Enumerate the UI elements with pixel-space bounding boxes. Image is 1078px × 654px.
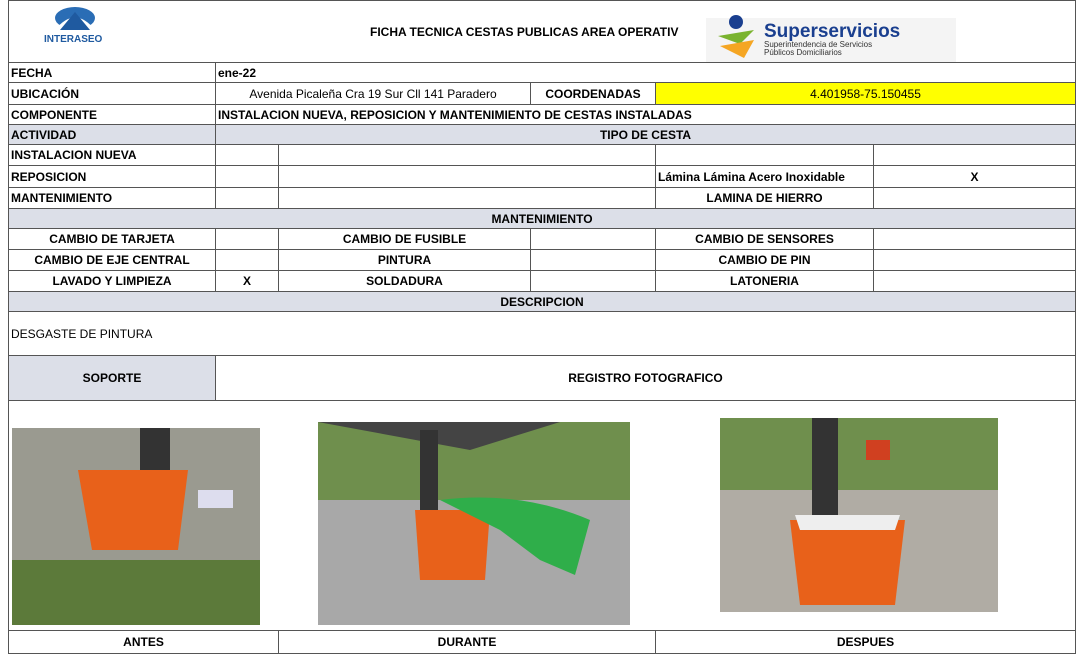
tipo: Lámina Lámina Acero Inoxidable [655,165,874,188]
photo-antes [12,428,260,625]
check [530,228,656,250]
check [873,270,1076,292]
interaseo-logo [55,7,95,30]
tipo [655,144,874,166]
label: FECHA [8,62,216,83]
label: ACTIVIDAD [8,124,216,145]
photo-area [8,400,1076,631]
label: LATONERIA [655,270,874,292]
header: TIPO DE CESTA [215,124,1076,145]
superservicios-logo [706,15,956,62]
cell [215,165,279,188]
photo-label: ANTES [8,630,279,654]
check: X [873,165,1076,188]
value: Avenida Picaleña Cra 19 Sur Cll 141 Para… [215,82,531,105]
logo-sub: Superintendencia de Servicios Públicos D… [764,40,873,57]
cell [278,144,656,166]
photo-label: DURANTE [278,630,656,654]
check [873,187,1076,209]
check [530,249,656,271]
cell [278,165,656,188]
label: LAVADO Y LIMPIEZA [8,270,216,292]
check [873,144,1076,166]
label: COMPONENTE [8,104,216,125]
cell [278,187,656,209]
check [215,228,279,250]
label: CAMBIO DE SENSORES [655,228,874,250]
photo-despues [720,418,998,612]
label: CAMBIO DE FUSIBLE [278,228,531,250]
label: REPOSICION [8,165,216,188]
label: COORDENADAS [530,82,656,105]
check [873,228,1076,250]
doc-title: FICHA TECNICA CESTAS PUBLICAS AREA OPERA… [370,25,679,39]
logo-text: INTERASEO [44,34,103,45]
value: ene-22 [215,62,1076,83]
label: UBICACIÓN [8,82,216,105]
header: REGISTRO FOTOGRAFICO [215,355,1076,401]
label: INSTALACION NUEVA [8,144,216,166]
label: CAMBIO DE TARJETA [8,228,216,250]
label: SOPORTE [8,355,216,401]
photo-label: DESPUES [655,630,1076,654]
coordinates: 4.401958-75.150455 [655,82,1076,105]
check [873,249,1076,271]
label: MANTENIMIENTO [8,187,216,209]
check [215,249,279,271]
logo-name: Superservicios [764,21,901,42]
cell [215,187,279,209]
check: X [215,270,279,292]
section-title: MANTENIMIENTO [8,208,1076,229]
label: SOLDADURA [278,270,531,292]
description: DESGASTE DE PINTURA [8,311,1076,356]
label: PINTURA [278,249,531,271]
check [530,270,656,292]
cell [215,144,279,166]
tipo: LAMINA DE HIERRO [655,187,874,209]
value: INSTALACION NUEVA, REPOSICION Y MANTENIM… [215,104,1076,125]
section-title: DESCRIPCION [8,291,1076,312]
label: CAMBIO DE PIN [655,249,874,271]
label: CAMBIO DE EJE CENTRAL [8,249,216,271]
photo-durante [318,422,630,625]
